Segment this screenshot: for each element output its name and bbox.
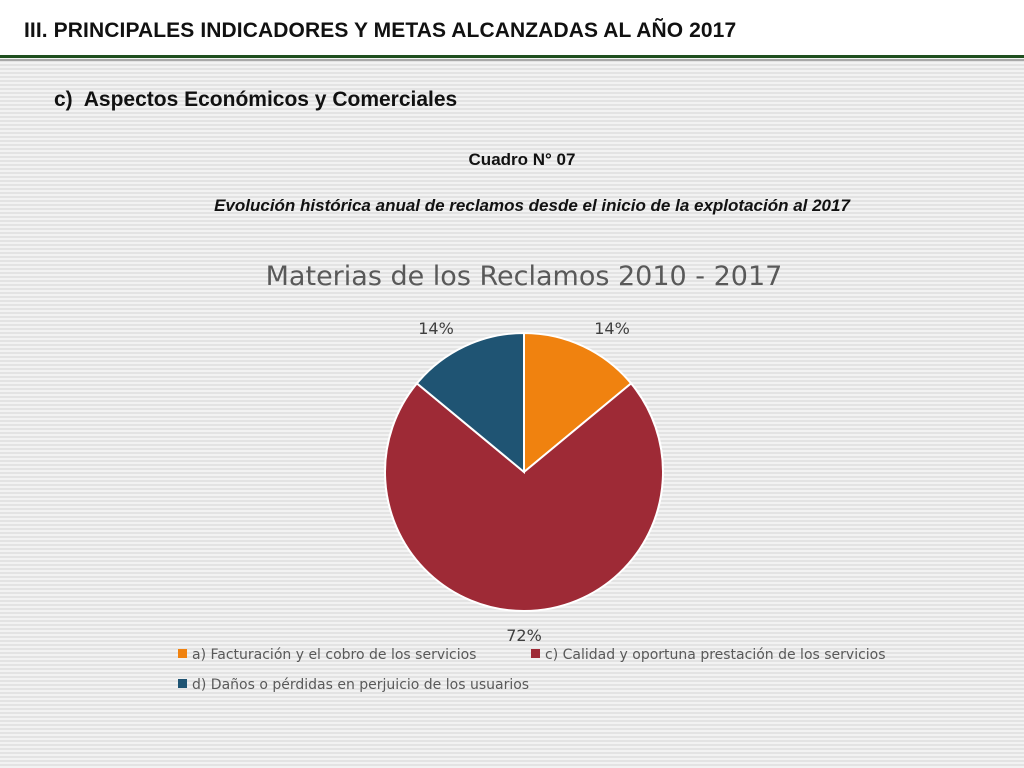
slice-label: 14%	[418, 319, 454, 338]
header-bar	[0, 0, 1024, 58]
header-rule-shadow	[0, 59, 1024, 61]
legend-swatch	[178, 649, 187, 658]
pie-labels: 14% 72% 14%	[418, 319, 630, 645]
legend-label: a) Facturación y el cobro de los servici…	[192, 647, 476, 663]
section-heading: c) Aspectos Económicos y Comerciales	[54, 88, 457, 112]
section-letter: c)	[54, 88, 73, 111]
pie-slice	[523, 331, 633, 475]
slice-label: 72%	[506, 626, 542, 645]
section-title: Aspectos Económicos y Comerciales	[83, 88, 458, 111]
legend-swatch	[531, 649, 540, 658]
legend-swatch	[178, 679, 187, 688]
pie-slices	[384, 331, 664, 612]
page-title: III. PRINCIPALES INDICADORES Y METAS ALC…	[24, 19, 737, 42]
legend-label: c) Calidad y oportuna prestación de los …	[545, 647, 886, 663]
legend-label: d) Daños o pérdidas en perjuicio de los …	[192, 677, 529, 693]
chart-legend: a) Facturación y el cobro de los servici…	[178, 647, 886, 693]
table-caption: Evolución histórica anual de reclamos de…	[214, 196, 850, 215]
pie-slice	[415, 331, 525, 475]
pie-slice	[384, 381, 664, 612]
header-rule	[0, 55, 1024, 58]
slice-label: 14%	[594, 319, 630, 338]
chart-title: Materias de los Reclamos 2010 - 2017	[266, 261, 783, 292]
table-number: Cuadro N° 07	[468, 150, 576, 169]
